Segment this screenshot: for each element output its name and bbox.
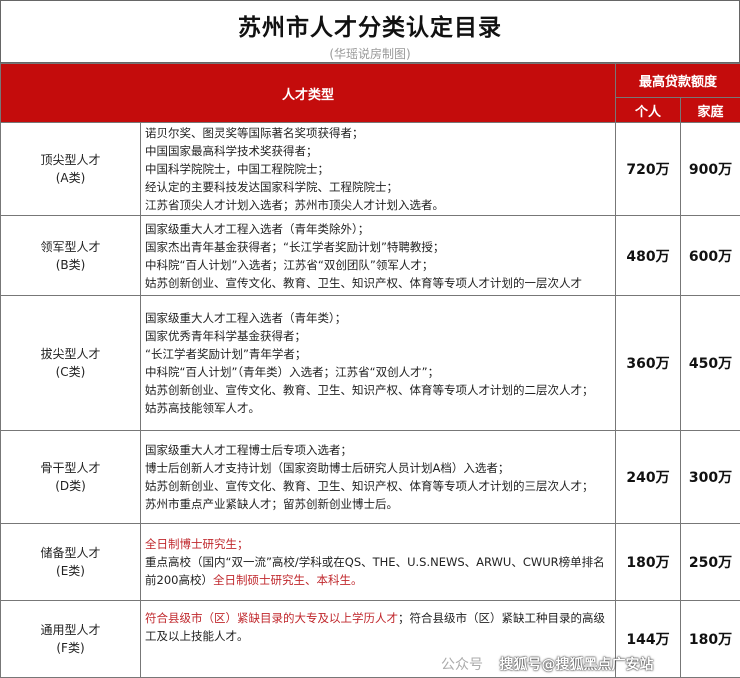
type-name: 通用型人才 [1,621,140,639]
type-cell: 通用型人才(F类) [1,601,141,678]
type-name: 拔尖型人才 [1,345,140,363]
table-row: 领军型人才(B类) 国家级重大人才工程入选者（青年类除外）； 国家杰出青年基金获… [1,216,740,296]
desc-line: 中科院“百人计划”入选者；江苏省“双创团队”领军人才； [145,256,611,274]
type-name: 领军型人才 [1,238,140,256]
desc-line: 姑苏高技能领军人才。 [145,399,611,417]
desc-line: 国家优秀青年科学基金获得者； [145,327,611,345]
type-name: 储备型人才 [1,544,140,562]
family-amount: 450万 [681,296,740,431]
header-type: 人才类型 [1,64,616,123]
individual-amount: 480万 [616,216,681,296]
talent-table: 人才类型 最高贷款额度 个人 家庭 顶尖型人才(A类) 诺贝尔奖、图灵奖等国际著… [0,63,740,678]
individual-amount: 240万 [616,431,681,524]
type-cell: 拔尖型人才(C类) [1,296,141,431]
type-class: (A类) [1,169,140,187]
desc-line: “长江学者奖励计划”青年学者； [145,345,611,363]
family-amount: 900万 [681,123,740,216]
type-cell: 储备型人才(E类) [1,524,141,601]
desc-line: 重点高校（国内“双一流”高校/学科或在QS、THE、U.S.NEWS、ARWU、… [145,553,611,589]
family-amount: 300万 [681,431,740,524]
sohu-watermark: 搜狐号@搜狐黑点广安站 [499,657,653,673]
desc-line: 博士后创新人才支持计划（国家资助博士后研究人员计划A档）入选者； [145,459,611,477]
table-row: 通用型人才(F类) 符合县级市（区）紧缺目录的大专及以上学历人才；符合县级市（区… [1,601,740,678]
type-class: (C类) [1,363,140,381]
desc-cell: 国家级重大人才工程博士后专项入选者； 博士后创新人才支持计划（国家资助博士后研究… [141,431,616,524]
table-row: 储备型人才(E类) 全日制博士研究生； 重点高校（国内“双一流”高校/学科或在Q… [1,524,740,601]
individual-amount: 360万 [616,296,681,431]
type-class: (B类) [1,256,140,274]
table-row: 骨干型人才(D类) 国家级重大人才工程博士后专项入选者； 博士后创新人才支持计划… [1,431,740,524]
desc-line: 经认定的主要科技发达国家科学院、工程院院士； [145,178,611,196]
desc-line: 姑苏创新创业、宣传文化、教育、卫生、知识产权、体育等专项人才计划的三层次人才； [145,477,611,495]
type-cell: 骨干型人才(D类) [1,431,141,524]
desc-line: 国家级重大人才工程博士后专项入选者； [145,441,611,459]
desc-line: 中国国家最高科学技术奖获得者； [145,142,611,160]
desc-line: 诺贝尔奖、图灵奖等国际著名奖项获得者； [145,124,611,142]
desc-line: 符合县级市（区）紧缺目录的大专及以上学历人才；符合县级市（区）紧缺工种目录的高级… [145,609,611,645]
family-amount: 600万 [681,216,740,296]
desc-highlight: 全日制硕士研究生、本科生。 [213,573,363,587]
individual-amount: 720万 [616,123,681,216]
table-row: 拔尖型人才(C类) 国家级重大人才工程入选者（青年类）； 国家优秀青年科学基金获… [1,296,740,431]
title-area: 苏州市人才分类认定目录 (华瑶说房制图) [0,0,740,63]
type-class: (D类) [1,477,140,495]
subtitle: (华瑶说房制图) [1,45,739,62]
header-max-loan: 最高贷款额度 [616,64,740,98]
individual-amount: 180万 [616,524,681,601]
type-class: (F类) [1,639,140,657]
desc-cell: 符合县级市（区）紧缺目录的大专及以上学历人才；符合县级市（区）紧缺工种目录的高级… [141,601,616,678]
desc-line: 姑苏创新创业、宣传文化、教育、卫生、知识产权、体育等专项人才计划的一层次人才 [145,274,611,292]
type-class: (E类) [1,562,140,580]
type-name: 骨干型人才 [1,459,140,477]
desc-line-highlight: 全日制博士研究生； [145,535,611,553]
page-title: 苏州市人才分类认定目录 [1,8,739,42]
watermark-row: 公众号 搜狐号@搜狐黑点广安站 [441,656,653,674]
wechat-watermark: 公众号 [441,657,483,673]
desc-line: 中国科学院院士，中国工程院院士； [145,160,611,178]
desc-cell: 国家级重大人才工程入选者（青年类）； 国家优秀青年科学基金获得者； “长江学者奖… [141,296,616,431]
desc-cell: 诺贝尔奖、图灵奖等国际著名奖项获得者； 中国国家最高科学技术奖获得者； 中国科学… [141,123,616,216]
desc-highlight: 符合县级市（区）紧缺目录的大专及以上学历人才 [145,611,398,625]
type-cell: 领军型人才(B类) [1,216,141,296]
type-name: 顶尖型人才 [1,151,140,169]
desc-line: 江苏省顶尖人才计划入选者；苏州市顶尖人才计划入选者。 [145,196,611,214]
desc-line: 国家级重大人才工程入选者（青年类除外）； [145,220,611,238]
desc-line: 中科院“百人计划”（青年类）入选者；江苏省“双创人才”； [145,363,611,381]
desc-line: 姑苏创新创业、宣传文化、教育、卫生、知识产权、体育等专项人才计划的二层次人才； [145,381,611,399]
desc-line: 国家级重大人才工程入选者（青年类）； [145,309,611,327]
family-amount: 250万 [681,524,740,601]
type-cell: 顶尖型人才(A类) [1,123,141,216]
header-individual: 个人 [616,98,681,123]
desc-cell: 国家级重大人才工程入选者（青年类除外）； 国家杰出青年基金获得者；“长江学者奖励… [141,216,616,296]
desc-cell: 全日制博士研究生； 重点高校（国内“双一流”高校/学科或在QS、THE、U.S.… [141,524,616,601]
desc-line: 苏州市重点产业紧缺人才；留苏创新创业博士后。 [145,495,611,513]
header-family: 家庭 [681,98,740,123]
desc-line: 国家杰出青年基金获得者；“长江学者奖励计划”特聘教授； [145,238,611,256]
family-amount: 180万 [681,601,740,678]
table-row: 顶尖型人才(A类) 诺贝尔奖、图灵奖等国际著名奖项获得者； 中国国家最高科学技术… [1,123,740,216]
